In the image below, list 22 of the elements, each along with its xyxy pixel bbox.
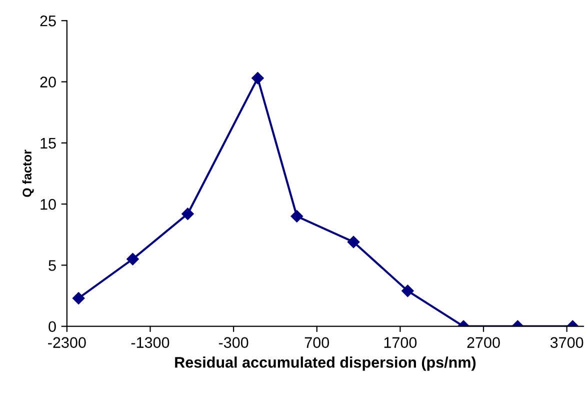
point [252,72,264,84]
point [290,210,303,222]
x-tick-label: 1700 [384,337,417,348]
y-tick-label: 25 [40,16,56,26]
x-tick-label: 3700 [550,337,584,348]
y-tick-label: 20 [40,76,56,88]
point [182,208,194,220]
x-tick-label: 2700 [467,337,500,348]
point [402,284,414,297]
y-tick-label: 15 [40,138,56,149]
x-axis-title: Residual accumulated dispersion (ps/nm) [175,356,476,371]
point [72,292,85,304]
x-tick-label: -2300 [48,337,86,348]
y-tick-label: 0 [48,321,56,332]
point [347,236,360,248]
x-tick-label: -300 [218,337,248,348]
point [126,252,139,266]
y-tick-label: 5 [48,260,56,271]
x-tick-label: 700 [304,337,330,348]
y-tick-label: 10 [40,198,56,210]
y-axis-title: Q factor [22,150,34,197]
x-tick-label: -1300 [131,337,170,348]
